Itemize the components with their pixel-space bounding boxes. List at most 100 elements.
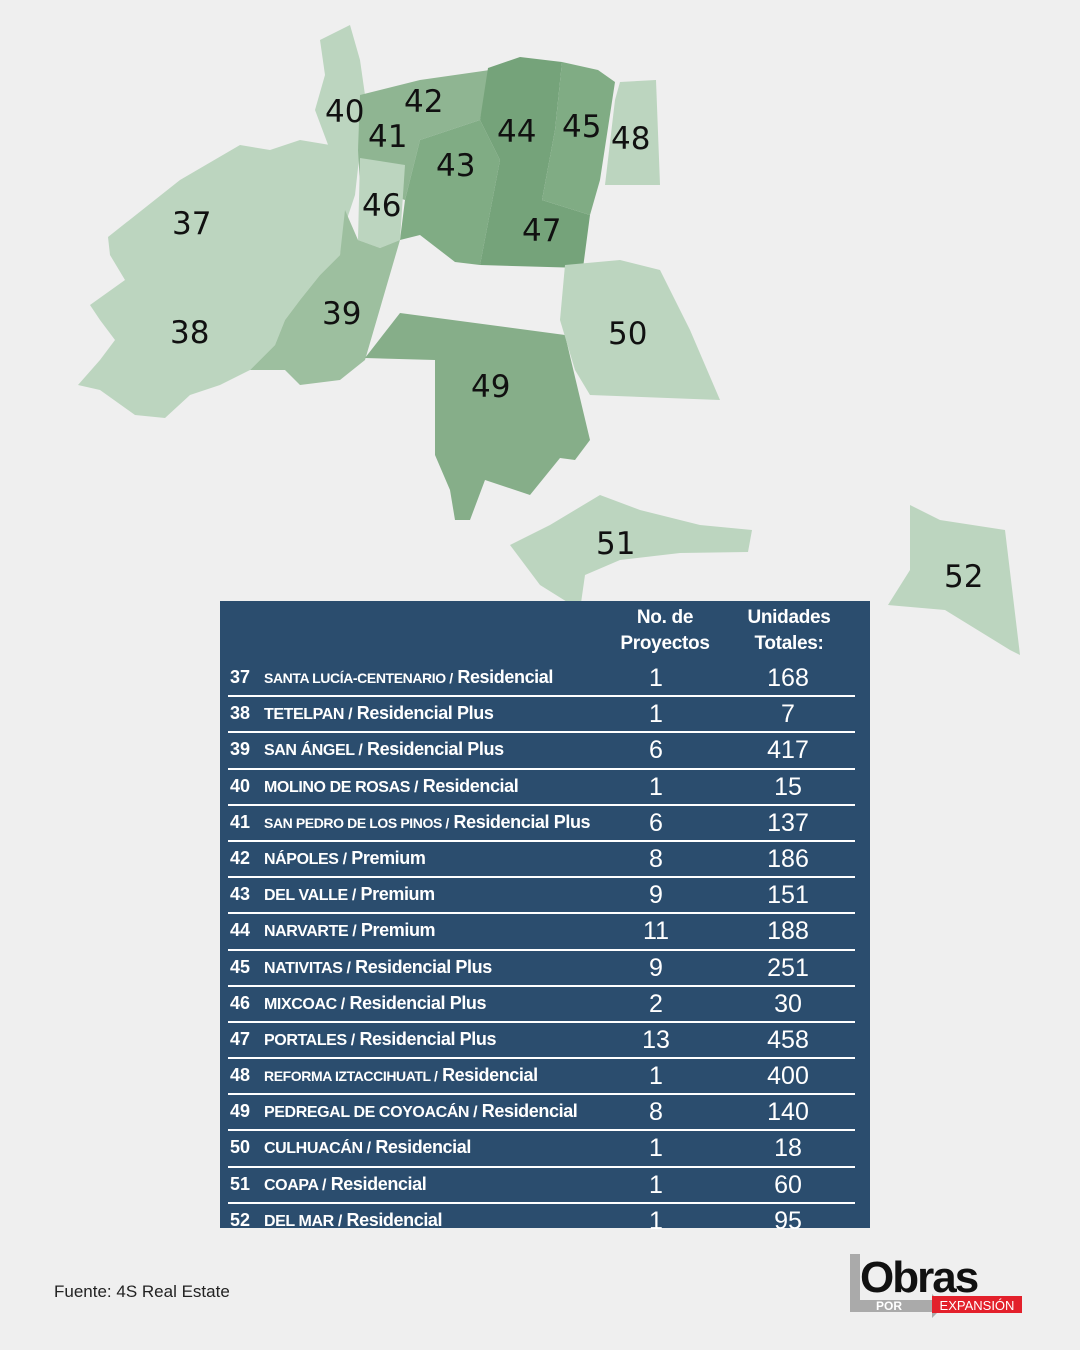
header-projects: No. de Proyectos <box>610 605 720 657</box>
zone-name: SAN PEDRO DE LOS PINOS / Residencial Plu… <box>264 812 591 833</box>
zone-name: COAPA / Residencial <box>264 1173 427 1195</box>
zone-label: 38 <box>170 315 209 351</box>
zone-number: 42 <box>230 847 251 868</box>
zone-51 <box>510 495 752 610</box>
projects-count: 8 <box>649 844 663 873</box>
obras-expansion-logo: Obras POR EXPANSIÓN <box>850 1253 1022 1318</box>
projects-count: 1 <box>649 700 663 729</box>
segment: Premium <box>360 884 436 905</box>
source-note: Fuente: 4S Real Estate <box>54 1282 230 1301</box>
zone-number: 44 <box>230 920 251 941</box>
zone-label: 50 <box>608 316 647 352</box>
total-units: 7 <box>781 700 795 729</box>
table-row: 47 PORTALES / Residencial Plus 13 458 <box>228 1023 855 1060</box>
zone-name: SAN ÁNGEL / Residencial Plus <box>264 739 504 760</box>
zone-46 <box>358 158 405 248</box>
zone-shapes <box>78 25 1020 655</box>
zone-number: 50 <box>230 1137 251 1158</box>
svg-text:EXPANSIÓN: EXPANSIÓN <box>940 1298 1015 1313</box>
neighborhood: NATIVITAS / <box>264 959 351 977</box>
zone-label: 49 <box>471 369 510 405</box>
table-row: 42 NÁPOLES / Premium 8 186 <box>228 842 855 879</box>
zone-label: 45 <box>562 109 601 145</box>
neighborhood: MOLINO DE ROSAS / <box>264 778 419 796</box>
segment: Residencial <box>442 1065 538 1086</box>
neighborhood: SAN PEDRO DE LOS PINOS / <box>264 814 449 831</box>
header-line: Totales: <box>754 633 824 654</box>
zone-50 <box>560 260 720 400</box>
neighborhood: COAPA / <box>264 1176 327 1194</box>
segment: Residencial Plus <box>349 992 487 1013</box>
table-row: 52 DEL MAR / Residencial 1 95 <box>228 1204 855 1238</box>
projects-count: 11 <box>643 917 669 946</box>
projects-count: 13 <box>642 1025 670 1054</box>
svg-text:POR: POR <box>876 1299 902 1313</box>
zone-48 <box>605 80 660 185</box>
neighborhood: MIXCOAC / <box>264 995 345 1013</box>
zone-number: 48 <box>230 1065 251 1086</box>
total-units: 417 <box>767 736 809 765</box>
zone-label: 39 <box>322 296 361 332</box>
projects-count: 9 <box>649 953 663 982</box>
zone-name: NARVARTE / Premium <box>264 920 436 941</box>
table-row: 38 TETELPAN / Residencial Plus 1 7 <box>228 697 855 734</box>
neighborhood: PORTALES / <box>264 1031 355 1049</box>
total-units: 60 <box>774 1170 802 1199</box>
projects-count: 6 <box>649 736 663 765</box>
total-units: 186 <box>767 844 809 873</box>
total-units: 137 <box>767 808 809 837</box>
zone-number: 45 <box>230 956 251 977</box>
header-line: Proyectos <box>620 633 710 654</box>
zone-number: 43 <box>230 884 251 905</box>
table-row: 41 SAN PEDRO DE LOS PINOS / Residencial P… <box>228 806 855 842</box>
total-units: 18 <box>774 1134 802 1163</box>
table-row: 37 SANTA LUCÍA-CENTENARIO / Residencial 1 1… <box>228 661 855 698</box>
neighborhood: REFORMA IZTACCIHUATL / <box>264 1068 438 1085</box>
table-row: 39 SAN ÁNGEL / Residencial Plus 6 417 <box>228 733 855 770</box>
neighborhood: DEL MAR / <box>264 1212 342 1230</box>
zone-label: 44 <box>497 114 536 150</box>
header-units: Unidades Totales: <box>734 605 844 657</box>
table-row: 49 PEDREGAL DE COYOACÁN / Residencial 8 140 <box>228 1095 855 1132</box>
zone-label: 48 <box>611 121 650 157</box>
zone-44-47 <box>480 57 590 268</box>
projects-count: 1 <box>649 772 663 801</box>
segment: Residencial Plus <box>367 739 504 760</box>
table-row: 48 REFORMA IZTACCIHUATL / Residencial 1 400 <box>228 1059 855 1096</box>
projects-count: 1 <box>649 1206 663 1235</box>
zone-number: 37 <box>230 667 251 687</box>
table-body: 37 SANTA LUCÍA-CENTENARIO / Residencial 1 1… <box>228 661 855 1238</box>
zone-number: 47 <box>230 1028 251 1049</box>
neighborhood: PEDREGAL DE COYOACÁN / <box>264 1104 478 1122</box>
neighborhood: SAN ÁNGEL / <box>264 742 363 760</box>
zone-label: 46 <box>362 188 401 224</box>
projects-count: 1 <box>649 1134 663 1163</box>
projects-table: No. de Proyectos Unidades Totales: 37 SAN… <box>220 601 870 1235</box>
zone-number: 52 <box>230 1209 251 1230</box>
neighborhood: SANTA LUCÍA-CENTENARIO / <box>264 670 453 686</box>
segment: Premium <box>351 847 426 868</box>
zone-label: 43 <box>436 148 475 184</box>
zone-label: 52 <box>944 559 983 595</box>
zone-name: MOLINO DE ROSAS / Residencial <box>264 776 519 797</box>
segment: Residencial <box>481 1101 578 1122</box>
total-units: 168 <box>767 664 809 692</box>
table-row: 46 MIXCOAC / Residencial Plus 2 30 <box>228 987 855 1023</box>
total-units: 140 <box>767 1098 809 1127</box>
segment: Residencial Plus <box>359 1028 497 1049</box>
segment: Residencial Plus <box>355 956 492 977</box>
zone-label: 42 <box>404 84 443 120</box>
segment: Residencial <box>330 1173 427 1194</box>
zone-name: DEL VALLE / Premium <box>264 884 435 905</box>
table-row: 43 DEL VALLE / Premium 9 151 <box>228 878 855 915</box>
zone-name: SANTA LUCÍA-CENTENARIO / Residencial <box>264 667 553 688</box>
table-row: 51 COAPA / Residencial 1 60 <box>228 1168 855 1204</box>
zone-number: 41 <box>230 811 251 832</box>
zone-39 <box>250 210 400 385</box>
zone-name: TETELPAN / Residencial Plus <box>264 703 494 724</box>
neighborhood: DEL VALLE / <box>264 887 356 905</box>
header-line: Unidades <box>747 607 831 628</box>
segment: Residencial <box>375 1137 471 1158</box>
total-units: 458 <box>767 1025 809 1054</box>
